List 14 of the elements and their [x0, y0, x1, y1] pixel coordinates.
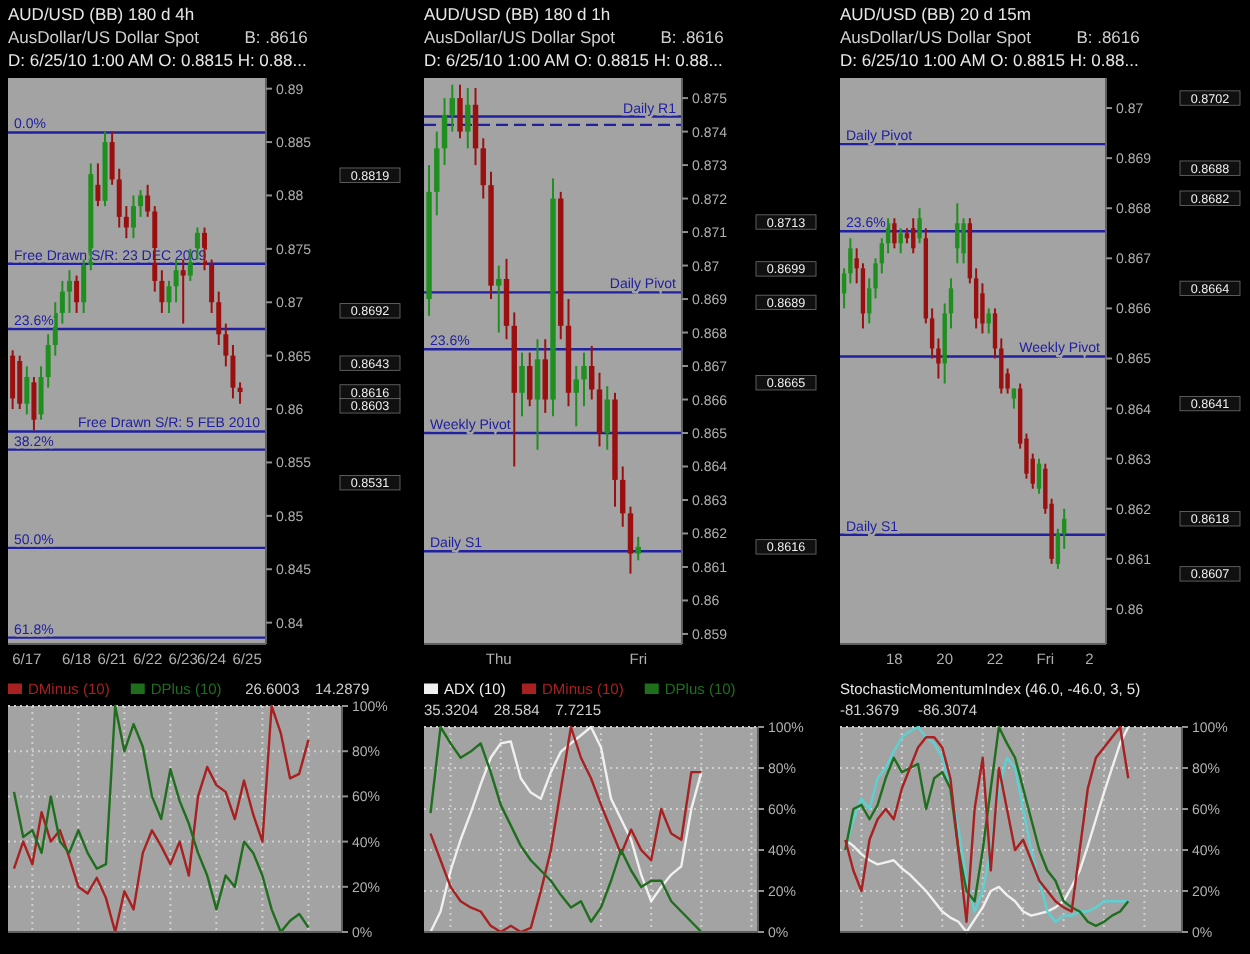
- chart-subtitle: D: 6/25/10 1:00 AM O: 0.8815 H: 0.88...: [424, 50, 723, 70]
- chart-subtitle: D: 6/25/10 1:00 AM O: 0.8815 H: 0.88...: [840, 50, 1139, 70]
- chart-title: AUD/USD (BB) 180 d 4h: [8, 4, 195, 24]
- text: B: .8616: [660, 27, 725, 47]
- chart-title: AUD/USD (BB) 20 d 15m: [840, 4, 1031, 24]
- line-series: [12, 704, 310, 934]
- text: B: .8616: [244, 27, 309, 47]
- text: AusDollar/US Dollar Spot: [424, 27, 617, 47]
- line-series: [429, 725, 703, 934]
- text: AusDollar/US Dollar Spot: [8, 27, 201, 47]
- chart-subtitle: D: 6/25/10 1:00 AM O: 0.8815 H: 0.88...: [8, 50, 307, 70]
- chart-title: AUD/USD (BB) 180 d 1h: [424, 4, 611, 24]
- text: B: .8616: [1076, 27, 1141, 47]
- text: AusDollar/US Dollar Spot: [840, 27, 1033, 47]
